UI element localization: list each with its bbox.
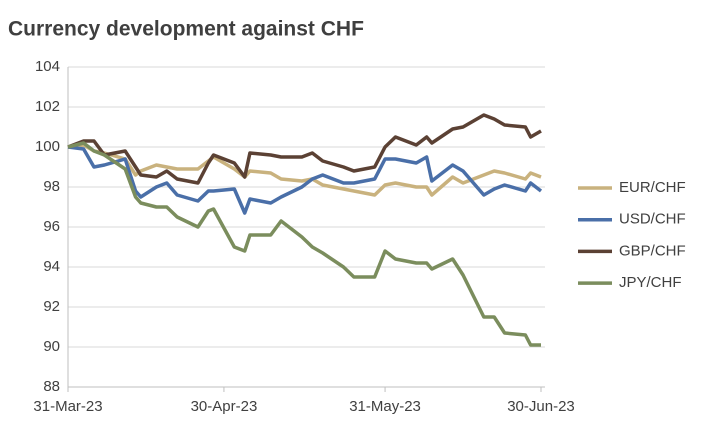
legend-label: JPY/CHF xyxy=(619,274,682,291)
legend-label: GBP/CHF xyxy=(619,242,686,259)
series-line xyxy=(67,141,541,347)
series-line xyxy=(67,113,542,185)
y-tick-label: 92 xyxy=(43,298,60,315)
x-tick-label: 31-May-23 xyxy=(349,398,421,415)
x-tick-label: 31-Mar-23 xyxy=(33,398,102,415)
x-tick-label: 30-Apr-23 xyxy=(191,398,258,415)
y-tick-label: 88 xyxy=(43,378,60,395)
y-tick-label: 98 xyxy=(43,178,60,195)
legend-label: EUR/CHF xyxy=(619,179,686,196)
y-tick-label: 104 xyxy=(35,58,60,75)
y-tick-label: 102 xyxy=(35,98,60,115)
y-tick-label: 90 xyxy=(43,338,60,355)
x-tick-label: 30-Jun-23 xyxy=(507,398,575,415)
y-tick-label: 96 xyxy=(43,218,60,235)
chart-title: Currency development against CHF xyxy=(8,18,364,41)
y-tick-label: 100 xyxy=(35,138,60,155)
series-line xyxy=(67,143,542,197)
legend-label: USD/CHF xyxy=(619,211,686,228)
series-line xyxy=(67,145,543,215)
y-tick-label: 94 xyxy=(43,258,60,275)
